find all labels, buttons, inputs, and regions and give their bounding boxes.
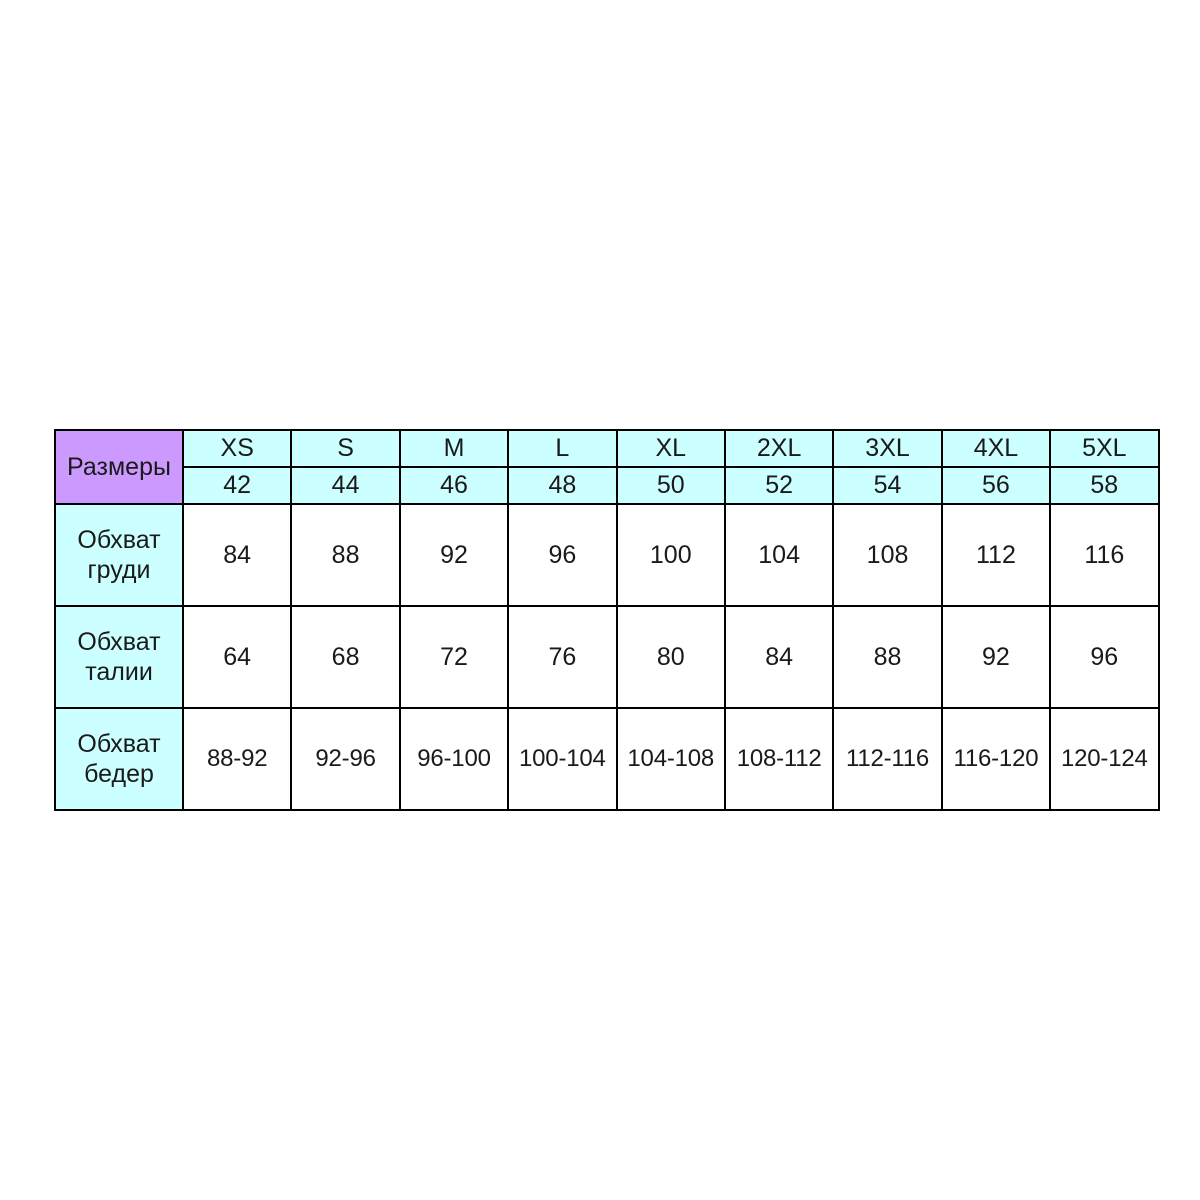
size-letter-header-xs: XS <box>181 429 293 468</box>
cell-chest-5xl: 116 <box>1049 503 1160 607</box>
cell-waist-l: 76 <box>507 605 618 709</box>
header-corner-sizes-label: Размеры <box>54 429 184 505</box>
cell-waist-3xl: 88 <box>832 605 943 709</box>
cell-hips-4xl: 116-120 <box>940 707 1052 811</box>
size-number-header-56: 56 <box>940 466 1052 505</box>
cell-waist-m: 72 <box>398 605 510 709</box>
cell-waist-4xl: 92 <box>940 605 1052 709</box>
size-number-header-50: 50 <box>615 466 726 505</box>
table-row: Обхват бедер 88-92 92-96 96-100 100-104 … <box>54 707 1160 811</box>
row-label-hips: Обхват бедер <box>54 707 184 811</box>
cell-hips-m: 96-100 <box>398 707 510 811</box>
size-number-header-52: 52 <box>723 466 835 505</box>
size-letter-header-3xl: 3XL <box>832 429 943 468</box>
row-label-waist: Обхват талии <box>54 605 184 709</box>
row-label-waist-line2: талии <box>85 658 153 686</box>
cell-waist-xs: 64 <box>181 605 293 709</box>
cell-hips-5xl: 120-124 <box>1049 707 1160 811</box>
cell-chest-xs: 84 <box>181 503 293 607</box>
cell-waist-s: 68 <box>290 605 401 709</box>
row-label-chest-line2: груди <box>87 556 151 584</box>
table-row: Обхват груди 84 88 92 96 100 104 108 112… <box>54 503 1160 607</box>
table-header-row-letters: Размеры XS S M L XL 2XL 3XL 4XL 5XL <box>54 429 1160 505</box>
size-number-header-44: 44 <box>290 466 401 505</box>
size-letter-header-s: S <box>290 429 401 468</box>
size-chart-table: Размеры XS S M L XL 2XL 3XL 4XL 5XL 42 4… <box>54 429 1160 811</box>
cell-chest-xl: 100 <box>615 503 726 607</box>
cell-chest-m: 92 <box>398 503 510 607</box>
cell-chest-4xl: 112 <box>940 503 1052 607</box>
table-header-row-numbers: 42 44 46 48 50 52 54 56 58 <box>55 466 1160 505</box>
cell-chest-s: 88 <box>290 503 401 607</box>
size-chart-container: Размеры XS S M L XL 2XL 3XL 4XL 5XL 42 4… <box>54 429 1160 811</box>
cell-hips-xs: 88-92 <box>181 707 293 811</box>
row-label-waist-line1: Обхват <box>77 627 161 656</box>
size-number-header-48: 48 <box>507 466 618 505</box>
cell-hips-3xl: 112-116 <box>832 707 943 811</box>
row-label-hips-line1: Обхват <box>77 729 161 758</box>
size-letter-header-l: L <box>507 429 618 468</box>
size-number-header-54: 54 <box>832 466 943 505</box>
cell-hips-xl: 104-108 <box>615 707 726 811</box>
size-number-header-42: 42 <box>181 466 293 505</box>
size-letter-header-xl: XL <box>615 429 726 468</box>
cell-waist-5xl: 96 <box>1049 605 1160 709</box>
cell-chest-3xl: 108 <box>832 503 943 607</box>
row-label-chest: Обхват груди <box>54 503 184 607</box>
cell-hips-l: 100-104 <box>507 707 618 811</box>
size-letter-header-5xl: 5XL <box>1049 429 1160 468</box>
cell-waist-2xl: 84 <box>723 605 835 709</box>
cell-waist-xl: 80 <box>615 605 726 709</box>
cell-hips-2xl: 108-112 <box>723 707 835 811</box>
size-letter-header-2xl: 2XL <box>723 429 835 468</box>
cell-chest-l: 96 <box>507 503 618 607</box>
size-letter-header-m: M <box>398 429 510 468</box>
row-label-hips-line2: бедер <box>84 760 154 788</box>
cell-chest-2xl: 104 <box>723 503 835 607</box>
row-label-chest-line1: Обхват <box>77 525 161 554</box>
size-number-header-58: 58 <box>1049 466 1160 505</box>
size-number-header-46: 46 <box>398 466 510 505</box>
cell-hips-s: 92-96 <box>290 707 401 811</box>
table-row: Обхват талии 64 68 72 76 80 84 88 92 96 <box>54 605 1160 709</box>
size-letter-header-4xl: 4XL <box>940 429 1052 468</box>
